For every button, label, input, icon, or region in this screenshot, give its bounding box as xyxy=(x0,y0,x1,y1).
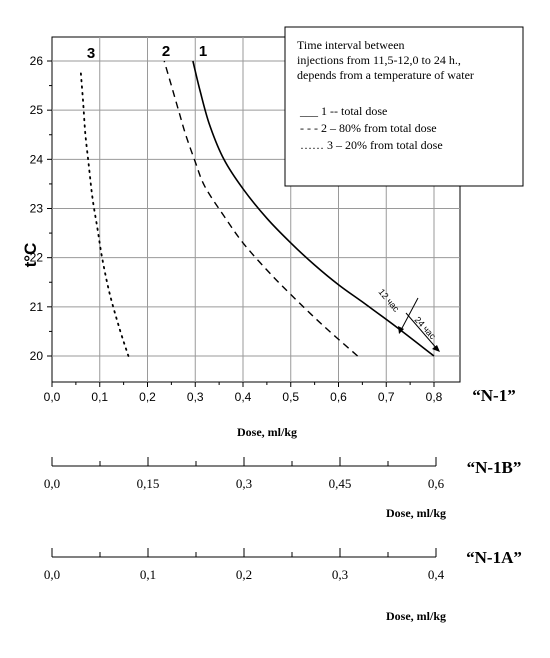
series-lines xyxy=(79,60,435,357)
legend-title-line-2: injections from 11,5-12,0 to 24 h., xyxy=(297,53,461,67)
axis-tick-label: 0,45 xyxy=(329,476,352,491)
y-tick-label: 26 xyxy=(30,54,44,68)
y-tick-label: 23 xyxy=(30,202,44,216)
legend-entry-3: …… 3 – 20% from total dose xyxy=(300,138,443,152)
series-line-2 xyxy=(163,60,359,357)
x-tick-label: 0,5 xyxy=(282,390,299,404)
x-axis-ticks: 0,0 0,1 0,2 0,3 0,4 0,5 0,6 0,7 0,8 xyxy=(44,382,443,404)
y-tick-label: 25 xyxy=(30,103,44,117)
legend-title-line-1: Time interval between xyxy=(297,38,405,52)
x-tick-label: 0,7 xyxy=(378,390,395,404)
legend-entry-2: - - - 2 – 80% from total dose xyxy=(300,121,437,135)
secondary-axis-n1b: 0,0 0,15 0,3 0,45 0,6 xyxy=(44,457,445,491)
plot-area xyxy=(51,36,461,383)
y-tick-label: 20 xyxy=(30,349,44,363)
x-tick-label: 0,4 xyxy=(235,390,252,404)
series-label-3: 3 xyxy=(87,45,95,62)
interval-arrowhead-24h xyxy=(432,345,440,352)
axis-tick-label: 0,1 xyxy=(140,567,156,582)
series-label-1: 1 xyxy=(199,43,207,60)
scale-name-n1a: “N-1A” xyxy=(466,548,522,567)
y-axis-ticks: 20 21 22 23 24 25 26 xyxy=(30,54,52,363)
axis-tick-label: 0,0 xyxy=(44,567,60,582)
x-tick-label: 0,6 xyxy=(330,390,347,404)
legend-entry-1: ___ 1 -- total dose xyxy=(299,104,387,118)
axis-tick-label: 0,3 xyxy=(236,476,252,491)
x-tick-label: 0,0 xyxy=(44,390,61,404)
axis-n1b-title: Dose, ml/kg xyxy=(386,506,446,520)
x-tick-label: 0,2 xyxy=(139,390,156,404)
legend-box xyxy=(284,26,524,187)
series-line-3 xyxy=(79,69,130,357)
series-label-2: 2 xyxy=(162,43,170,60)
axis-tick-label: 0,6 xyxy=(428,476,445,491)
interval-arrowhead-12h xyxy=(398,326,404,334)
axis-tick-label: 0,15 xyxy=(137,476,160,491)
axis-tick-label: 0,0 xyxy=(44,476,60,491)
scale-name-n1b: “N-1B” xyxy=(467,458,522,477)
interval-arrow-24h xyxy=(405,312,439,351)
x-tick-label: 0,3 xyxy=(187,390,204,404)
secondary-axis-n1a: 0,0 0,1 0,2 0,3 0,4 xyxy=(44,548,445,582)
y-axis-title: t°C xyxy=(21,243,40,268)
interval-arrow-12h xyxy=(400,297,419,331)
scale-name-n1: “N-1” xyxy=(472,386,515,405)
x-tick-label: 0,1 xyxy=(91,390,108,404)
annotation-12h: 12 час xyxy=(376,287,401,314)
y-tick-label: 24 xyxy=(30,152,44,166)
series-line-1 xyxy=(192,60,435,357)
y-tick-label: 22 xyxy=(30,251,44,265)
x-axis-title: Dose, ml/kg xyxy=(237,425,297,439)
y-tick-label: 21 xyxy=(30,300,44,314)
axis-tick-label: 0,2 xyxy=(236,567,252,582)
x-tick-label: 0,8 xyxy=(426,390,443,404)
axis-tick-label: 0,4 xyxy=(428,567,445,582)
axis-n1a-title: Dose, ml/kg xyxy=(386,609,446,623)
axis-tick-label: 0,3 xyxy=(332,567,348,582)
legend-title-line-3: depends from a temperature of water xyxy=(297,68,474,82)
